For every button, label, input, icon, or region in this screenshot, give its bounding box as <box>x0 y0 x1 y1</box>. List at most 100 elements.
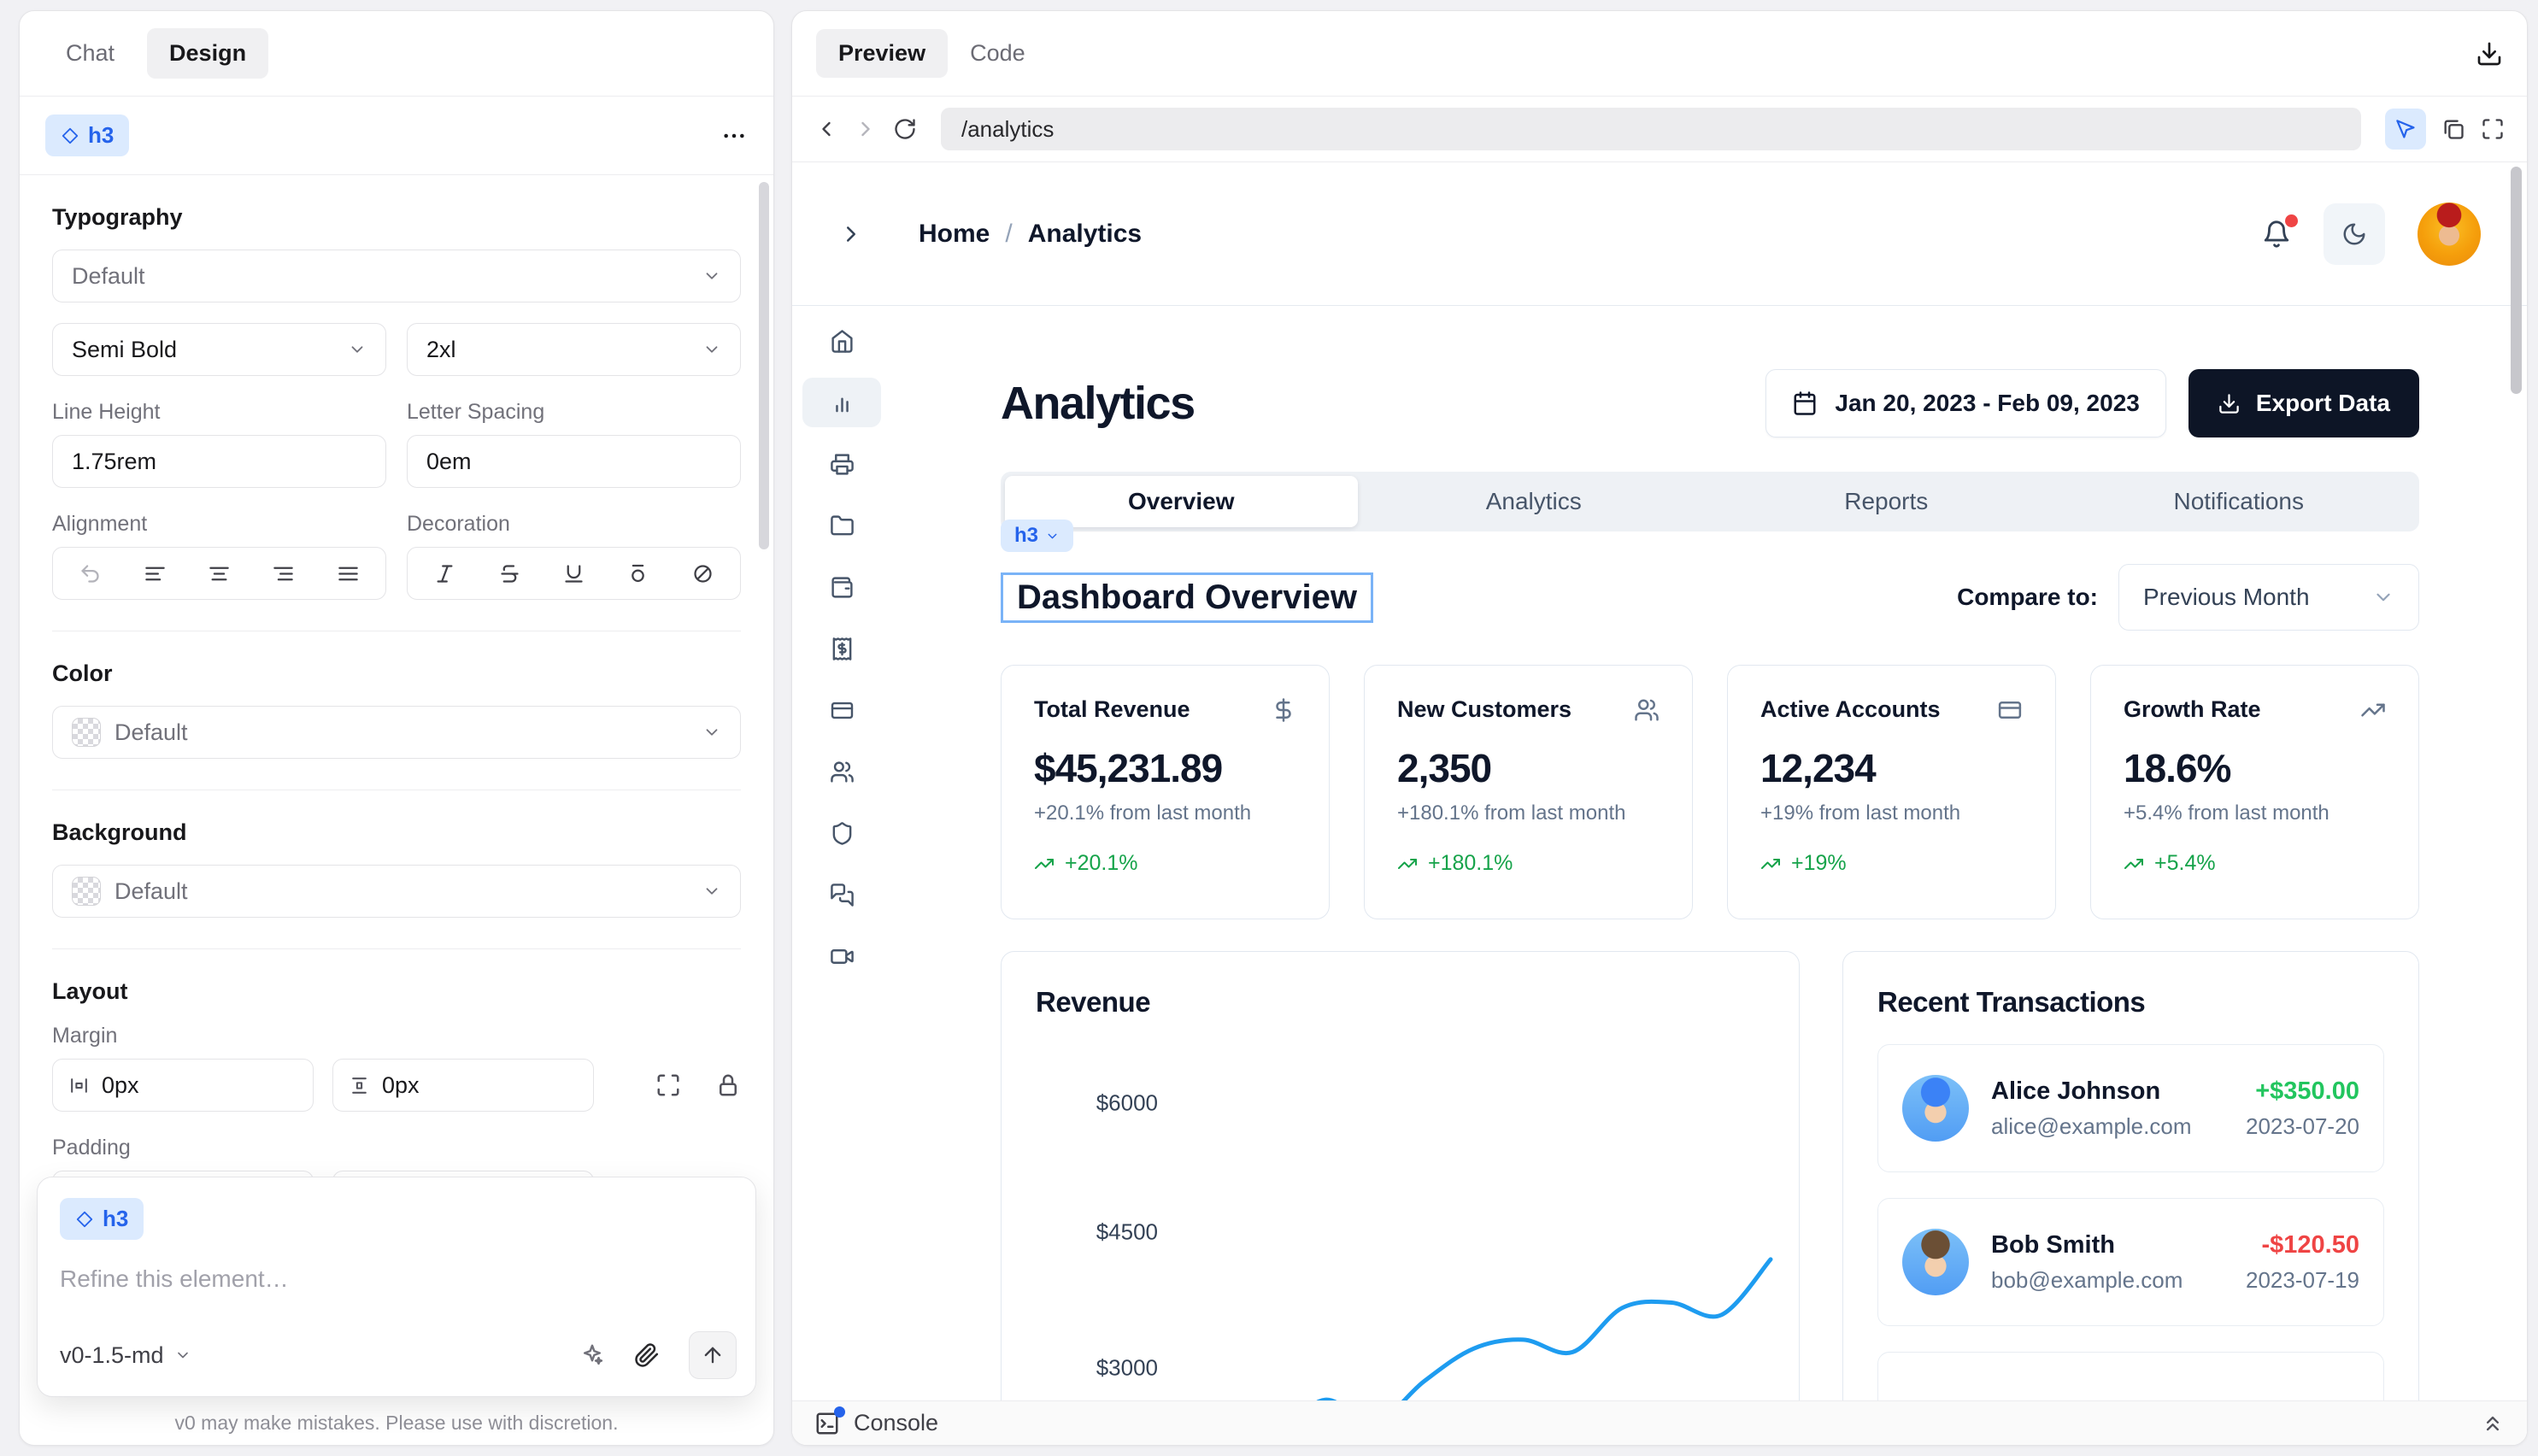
stat-trend-value: +5.4% <box>2154 851 2216 875</box>
design-panel: Chat Design h3 Typography Default Semi B… <box>19 10 774 1446</box>
align-right-icon[interactable] <box>272 562 295 585</box>
attach-icon[interactable] <box>634 1342 660 1368</box>
breadcrumb: Home / Analytics <box>919 220 1142 249</box>
alignment-label: Alignment <box>52 512 148 536</box>
transactions-title: Recent Transactions <box>1877 986 2146 1018</box>
margin-x-icon <box>68 1075 90 1096</box>
sidebar-item-invoices[interactable] <box>802 439 881 489</box>
color-select[interactable]: Default <box>52 706 741 759</box>
user-avatar[interactable] <box>2418 203 2481 266</box>
font-size-select[interactable]: 2xl <box>407 323 741 376</box>
transparent-swatch-icon <box>72 718 101 747</box>
overline-icon[interactable] <box>626 562 649 585</box>
sidebar-item-home[interactable] <box>802 316 881 366</box>
inspect-button[interactable] <box>2385 109 2426 150</box>
italic-icon[interactable] <box>433 562 456 585</box>
date-range-picker[interactable]: Jan 20, 2023 - Feb 09, 2023 <box>1765 369 2166 437</box>
copy-icon[interactable] <box>2441 117 2465 141</box>
sidebar-item-security[interactable] <box>802 808 881 858</box>
decoration-group <box>407 547 741 600</box>
transaction-row[interactable]: Bob Smith bob@example.com -$120.50 2023-… <box>1877 1198 2384 1326</box>
align-justify-icon[interactable] <box>337 562 360 585</box>
margin-x-input[interactable]: 0px <box>52 1059 314 1112</box>
composer-element-chip[interactable]: h3 <box>60 1198 144 1240</box>
composer-input[interactable]: Refine this element… <box>60 1265 289 1292</box>
console-bar[interactable]: Console <box>792 1400 2527 1445</box>
font-weight-select[interactable]: Semi Bold <box>52 323 386 376</box>
download-icon[interactable] <box>2476 40 2503 68</box>
align-left-icon[interactable] <box>144 562 167 585</box>
forward-icon[interactable] <box>854 117 878 141</box>
tab-preview[interactable]: Preview <box>816 29 949 78</box>
printer-icon <box>830 452 855 477</box>
stat-card-total-revenue: Total Revenue $45,231.89 +20.1% from las… <box>1001 665 1330 919</box>
url-input[interactable]: /analytics <box>941 108 2361 150</box>
notifications-button[interactable] <box>2262 214 2298 249</box>
preview-toolbar: Preview Code <box>792 11 2527 97</box>
fullscreen-icon[interactable] <box>2481 117 2505 141</box>
tab-chat[interactable]: Chat <box>66 40 115 66</box>
tab-notifications[interactable]: Notifications <box>2173 488 2304 514</box>
model-select[interactable]: v0-1.5-md <box>60 1342 191 1369</box>
element-chip[interactable]: h3 <box>45 114 130 156</box>
refresh-icon[interactable] <box>893 117 917 141</box>
sidebar-item-files[interactable] <box>802 501 881 550</box>
sidebar-item-cards[interactable] <box>802 685 881 735</box>
background-select[interactable]: Default <box>52 865 741 918</box>
diamond-icon <box>75 1210 94 1229</box>
back-icon[interactable] <box>814 117 838 141</box>
stat-subtext: +20.1% from last month <box>1034 801 1252 825</box>
trend-up-icon <box>2124 854 2144 874</box>
transaction-row[interactable]: Alice Johnson alice@example.com +$350.00… <box>1877 1044 2384 1172</box>
more-options-icon[interactable] <box>720 122 748 150</box>
left-scrollbar[interactable] <box>759 182 769 549</box>
export-data-button[interactable]: Export Data <box>2188 369 2419 437</box>
sidebar-item-analytics[interactable] <box>802 378 881 427</box>
stat-value: 12,234 <box>1760 746 1877 790</box>
recent-transactions-card: Recent Transactions Alice Johnson alice@… <box>1842 951 2419 1445</box>
tab-reports[interactable]: Reports <box>1844 488 1929 514</box>
align-center-icon[interactable] <box>208 562 231 585</box>
sparkles-icon[interactable] <box>579 1342 605 1368</box>
underline-icon[interactable] <box>562 562 585 585</box>
revenue-title: Revenue <box>1036 986 1151 1018</box>
letter-spacing-input[interactable]: 0em <box>407 435 741 488</box>
margin-y-input[interactable]: 0px <box>332 1059 594 1112</box>
compare-select[interactable]: Previous Month <box>2118 564 2419 631</box>
expand-icon[interactable] <box>655 1072 681 1098</box>
undo-icon[interactable] <box>79 562 102 585</box>
stat-value: 2,350 <box>1397 746 1492 790</box>
preview-scrollbar[interactable] <box>2511 167 2522 394</box>
chevron-down-icon <box>702 267 721 285</box>
color-select-value: Default <box>115 719 188 745</box>
line-height-input[interactable]: 1.75rem <box>52 435 386 488</box>
model-name: v0-1.5-md <box>60 1342 164 1368</box>
breadcrumb-home[interactable]: Home <box>919 220 990 248</box>
sidebar-item-messages[interactable] <box>802 870 881 919</box>
lock-icon[interactable] <box>715 1072 741 1098</box>
sidebar-toggle-icon[interactable] <box>838 221 864 247</box>
font-select[interactable]: Default <box>52 250 741 302</box>
chevron-down-icon <box>348 340 367 359</box>
tab-analytics[interactable]: Analytics <box>1485 488 1582 514</box>
theme-toggle-button[interactable] <box>2324 203 2385 265</box>
selected-heading[interactable]: Dashboard Overview <box>1001 572 1373 623</box>
sidebar-item-receipts[interactable] <box>802 624 881 673</box>
left-tabbar: Chat Design <box>20 11 773 97</box>
sidebar-item-video[interactable] <box>802 931 881 981</box>
tab-overview[interactable]: Overview <box>1005 476 1358 527</box>
sidebar-item-customers[interactable] <box>802 747 881 796</box>
tab-code[interactable]: Code <box>970 40 1025 66</box>
moon-icon <box>2341 221 2367 247</box>
y-axis-tick: $6000 <box>1096 1089 1158 1116</box>
no-decoration-icon[interactable] <box>691 562 714 585</box>
strikethrough-icon[interactable] <box>498 562 521 585</box>
selection-chip[interactable]: h3 <box>1001 520 1074 552</box>
sidebar-item-wallet[interactable] <box>802 562 881 612</box>
compare-label: Compare to: <box>1957 584 2098 610</box>
chevron-down-icon <box>174 1347 191 1364</box>
send-button[interactable] <box>689 1331 737 1379</box>
tab-design[interactable]: Design <box>147 28 269 79</box>
chevrons-up-icon[interactable] <box>2481 1412 2505 1435</box>
revenue-chart-card: Revenue $6000 $4500 $3000 <box>1001 951 1800 1445</box>
